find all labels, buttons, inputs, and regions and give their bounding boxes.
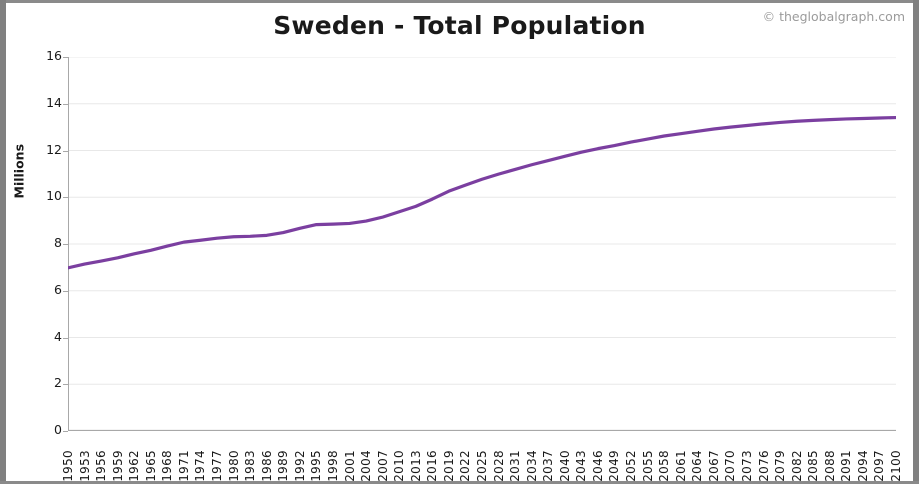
y-tick-label: 14 [46, 94, 62, 110]
x-tick-label: 1980 [226, 450, 241, 482]
y-tick-mark [63, 197, 68, 199]
y-tick-mark [63, 337, 68, 339]
y-tick-mark [63, 290, 68, 292]
x-tick-label: 2025 [475, 450, 489, 482]
x-tick-label: 2082 [789, 450, 804, 482]
x-tick-label: 2061 [673, 450, 688, 482]
x-tick-label: 2088 [822, 450, 837, 482]
x-tick-label: 2085 [806, 450, 821, 482]
x-tick-label: 2100 [889, 450, 903, 482]
y-tick-label: 6 [54, 281, 62, 297]
x-axis-tick-labels: 1950 1953 1956 1959 1962 1965 1968 1971 1974 1977… [61, 436, 903, 482]
x-tick-label: 2019 [441, 450, 456, 482]
x-tick-label: 1953 [77, 450, 92, 482]
x-tick-label: 1971 [176, 450, 191, 482]
x-tick-label: 1983 [243, 450, 258, 482]
x-tick-label: 2070 [723, 450, 738, 482]
data-series [68, 115, 896, 270]
frame-border-left [0, 0, 6, 484]
x-tick-label: 2058 [657, 450, 672, 482]
y-tick-label: 16 [46, 48, 62, 63]
x-tick-label: 2079 [773, 450, 788, 482]
x-tick-label: 2013 [408, 450, 423, 482]
y-tick-mark [63, 244, 68, 245]
plot-svg [68, 57, 896, 431]
x-tick-label: 1956 [94, 450, 109, 482]
x-tick-label: 1995 [309, 450, 324, 482]
x-tick-label: 2067 [706, 450, 721, 482]
x-tick-label: 2073 [739, 450, 754, 482]
gridlines [68, 57, 896, 385]
x-tick-label: 2049 [607, 450, 622, 482]
axis-lines [68, 57, 896, 431]
x-tick-label: 2037 [541, 450, 556, 482]
y-tick-mark [63, 57, 68, 58]
x-tick-label: 2031 [508, 450, 523, 482]
x-tick-label: 1959 [110, 450, 125, 482]
x-tick-label: 2052 [624, 450, 639, 482]
y-tick-mark [63, 103, 68, 105]
x-tick-label: 2076 [756, 450, 771, 482]
y-tick-mark [63, 384, 68, 386]
plot-area [68, 57, 896, 431]
y-tick-label: 12 [46, 141, 62, 157]
y-axis-title: Millions [11, 143, 27, 199]
x-tick-label: 1998 [325, 450, 340, 482]
y-tick-label: 8 [54, 235, 62, 250]
x-tick-label: 2001 [342, 450, 357, 482]
x-tick-label: 2004 [359, 450, 374, 482]
x-tick-label: 2040 [557, 450, 572, 482]
y-axis-tick-labels: 0 2 4 6 8 10 12 14 16 [30, 49, 62, 435]
copyright-watermark: © theglobalgraph.com [762, 9, 905, 24]
y-tick-label: 2 [54, 375, 62, 391]
x-tick-label: 2034 [524, 450, 539, 482]
x-tick-label: 1977 [210, 450, 225, 482]
y-tick-label: 0 [54, 422, 62, 437]
x-tick-label: 1974 [193, 450, 208, 482]
y-tick-label: 10 [46, 188, 62, 204]
x-tick-label: 2097 [872, 450, 887, 482]
frame-border-top [0, 0, 919, 3]
x-tick-label: 1965 [143, 450, 158, 482]
frame-border-right [913, 0, 919, 484]
x-tick-label: 2091 [839, 450, 854, 482]
x-tick-label: 2028 [491, 450, 506, 482]
x-tick-label: 1968 [160, 450, 175, 482]
x-tick-label: 1992 [292, 450, 307, 482]
x-tick-label: 2046 [590, 450, 605, 482]
x-tick-label: 1950 [61, 450, 75, 482]
frame-border-bottom [0, 481, 919, 484]
x-tick-label: 2043 [574, 450, 589, 482]
x-tick-label: 2010 [392, 450, 407, 482]
x-tick-label: 2094 [855, 450, 870, 482]
series-line-0 [68, 115, 896, 270]
y-tick-mark [63, 431, 68, 432]
x-tick-label: 1989 [276, 450, 291, 482]
chart-title: Sweden - Total Population [273, 11, 646, 40]
x-tick-label: 2007 [375, 450, 390, 482]
x-tick-label: 2022 [458, 450, 473, 482]
y-tick-label: 4 [54, 328, 62, 344]
x-tick-label: 2055 [640, 450, 655, 482]
x-tick-label: 2064 [690, 450, 705, 482]
x-tick-label: 2016 [425, 450, 440, 482]
x-tick-label: 1986 [259, 450, 274, 482]
y-tick-mark [63, 150, 68, 152]
x-tick-label: 1962 [127, 450, 142, 482]
